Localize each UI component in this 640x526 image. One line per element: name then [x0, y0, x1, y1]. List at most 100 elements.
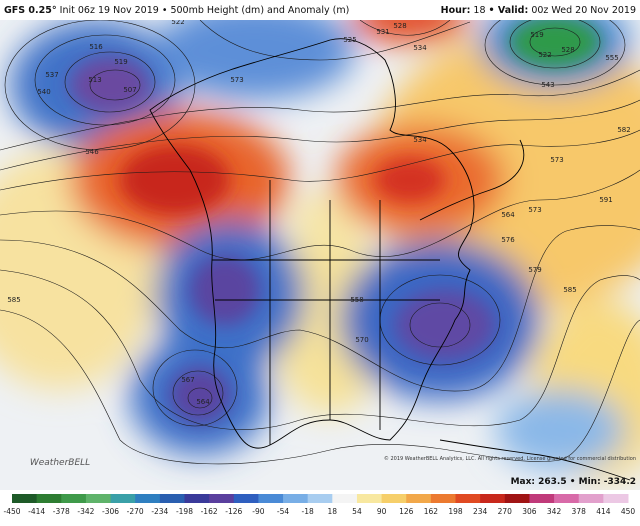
contour-label: 540 — [37, 88, 50, 96]
colorbar-label: 54 — [352, 507, 362, 516]
contour-label: 528 — [393, 22, 406, 30]
valid: 00z Wed 20 Nov 2019 — [531, 5, 636, 16]
header-right: Hour: 18 • Valid: 00z Wed 20 Nov 2019 — [441, 5, 636, 16]
colorbar-label: -342 — [77, 507, 94, 516]
contour-label: 519 — [114, 58, 127, 66]
colorbar-label: 270 — [498, 507, 513, 516]
colorbar-segment — [135, 494, 161, 503]
colorbar-segment — [578, 494, 604, 503]
valid-label: • Valid: — [489, 5, 529, 16]
colorbar-segment — [406, 494, 432, 503]
model: GFS 0.25° — [4, 5, 57, 16]
colorbar-segment — [61, 494, 87, 503]
init: Init 06z 19 Nov 2019 • 500mb Height (dm)… — [60, 5, 350, 16]
contour-label: 564 — [196, 398, 210, 406]
header-left: GFS 0.25° Init 06z 19 Nov 2019 • 500mb H… — [4, 5, 349, 16]
contour-labels: 516 519 507 513 537 540 546 522 525 528 531 534 519 5… — [7, 18, 630, 406]
contour-label: 579 — [528, 266, 541, 274]
max-min: Max: 263.5 • Min: -334.2 — [511, 477, 636, 487]
logo: WeatherBELL — [30, 458, 90, 468]
colorbar-label: 414 — [596, 507, 611, 516]
colorbar-segment — [504, 494, 530, 503]
colorbar-label: 306 — [522, 507, 537, 516]
contour-label: 582 — [617, 126, 630, 134]
contour-label: 525 — [343, 36, 356, 44]
contour-label: 531 — [376, 28, 389, 36]
colorbar-label: -450 — [3, 507, 20, 516]
contour-label: 570 — [355, 336, 368, 344]
copyright: © 2019 WeatherBELL Analytics, LLC. All r… — [384, 455, 636, 462]
colorbar-segment — [603, 494, 629, 503]
colorbar-label: -162 — [201, 507, 218, 516]
colorbar-label: 234 — [473, 507, 488, 516]
colorbar-label: 162 — [424, 507, 439, 516]
colorbar-label: 378 — [572, 507, 587, 516]
contour-label: 534 — [413, 136, 427, 144]
contour-label: 573 — [550, 156, 563, 164]
hour: 18 — [473, 5, 485, 16]
colorbar-segment — [480, 494, 506, 503]
colorbar-label: -270 — [127, 507, 144, 516]
colorbar-segment — [110, 494, 136, 503]
colorbar-segment — [332, 494, 358, 503]
contour-label: 537 — [45, 71, 58, 79]
contour-label: 528 — [561, 46, 574, 54]
contour-label: 585 — [563, 286, 576, 294]
contour-label: 576 — [501, 236, 515, 244]
colorbar-segment — [430, 494, 457, 503]
colorbar-label: 198 — [448, 507, 463, 516]
colorbar-label: 126 — [399, 507, 414, 516]
contour-label: 573 — [230, 76, 243, 84]
contour-label: 516 — [89, 43, 103, 51]
colorbar-label: -198 — [176, 507, 193, 516]
colorbar-label: -234 — [151, 507, 168, 516]
contour-label: 543 — [541, 81, 554, 89]
colorbar: -450 -414 -378 -342 -306 -270 -234 -198 -162 -126… — [3, 494, 635, 516]
colorbar-label: 18 — [328, 507, 338, 516]
contour-label: 519 — [530, 31, 543, 39]
colorbar-segment — [529, 494, 555, 503]
contour-label: 522 — [538, 51, 551, 59]
colorbar-label: -414 — [28, 507, 45, 516]
colorbar-segment — [159, 494, 185, 503]
contour-label: 567 — [181, 376, 194, 384]
colorbar-segment — [258, 494, 284, 503]
colorbar-label: -378 — [53, 507, 70, 516]
colorbar-label: -306 — [102, 507, 119, 516]
colorbar-segment — [85, 494, 112, 503]
colorbar-segment — [455, 494, 481, 503]
colorbar-label: 450 — [621, 507, 636, 516]
colorbar-segment — [12, 494, 38, 503]
colorbar-label: -126 — [225, 507, 242, 516]
contour-label: 534 — [413, 44, 427, 52]
contour-label: 564 — [501, 211, 515, 219]
contour-label: 522 — [171, 18, 184, 26]
contour-label: 591 — [599, 196, 612, 204]
contour-label: 507 — [123, 86, 136, 94]
colorbar-label: -54 — [277, 507, 289, 516]
colorbar-segment — [233, 494, 259, 503]
contour-label: 585 — [7, 296, 20, 304]
colorbar-label: 342 — [547, 507, 562, 516]
contour-label: 573 — [528, 206, 541, 214]
colorbar-segment — [381, 494, 407, 503]
contour-label: 546 — [85, 148, 99, 156]
map: 516 519 507 513 537 540 546 522 525 528 531 534 519 5… — [0, 18, 640, 490]
colorbar-segment — [36, 494, 62, 503]
colorbar-label: -18 — [302, 507, 314, 516]
colorbar-segment — [356, 494, 383, 503]
contour-label: 513 — [88, 76, 101, 84]
contour-label: 558 — [350, 296, 363, 304]
colorbar-label: -90 — [252, 507, 264, 516]
coastlines — [149, 38, 631, 481]
colorbar-segment — [283, 494, 309, 503]
colorbar-segment — [209, 494, 235, 503]
colorbar-segment — [307, 494, 333, 503]
colorbar-segment — [184, 494, 210, 503]
height-contours — [0, 20, 640, 465]
contour-label: 555 — [605, 54, 618, 62]
colorbar-segment — [554, 494, 580, 503]
colorbar-label: 90 — [377, 507, 387, 516]
hour-label: Hour: — [441, 5, 471, 16]
